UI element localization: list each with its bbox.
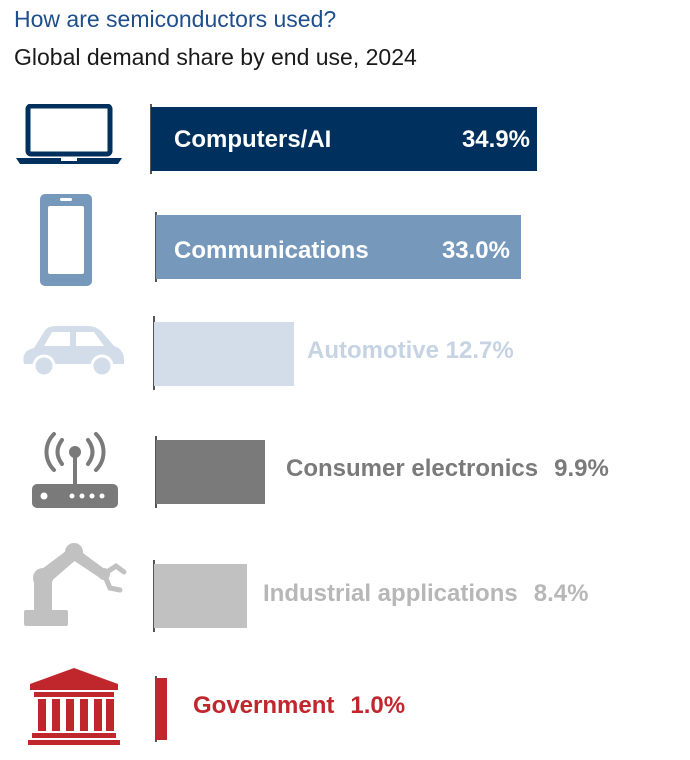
chart-subtitle: Global demand share by end use, 2024 (14, 44, 417, 70)
bar-consumer-electronics (156, 440, 265, 504)
bar-label-automotive: Automotive 12.7% (307, 337, 514, 364)
government-building-icon (28, 668, 120, 745)
chart-title: How are semiconductors used? (14, 6, 337, 32)
bar-row-consumer-electronics: Consumer electronics 9.9% (0, 424, 690, 514)
car-icon (23, 326, 124, 378)
bar-row-automotive: Automotive 12.7% (0, 316, 690, 390)
bar-government (156, 678, 167, 740)
bar-label-communications: Communications (174, 237, 369, 264)
bar-row-industrial-applications: Industrial applications 8.4% (0, 542, 690, 638)
category-label: Computers/AI (174, 126, 332, 153)
bar-row-communications: Communications 33.0% (0, 194, 690, 286)
bar-label-consumer-electronics: Consumer electronics 9.9% (286, 455, 609, 482)
bar-automotive (154, 322, 294, 386)
value-label-computers-ai: 34.9% (461, 126, 530, 153)
robot-arm-icon (24, 543, 127, 626)
bar-industrial-applications (154, 564, 247, 628)
laptop-icon (16, 104, 122, 164)
bar-label-industrial-applications: Industrial applications 8.4% (263, 580, 589, 607)
bar-label-computers-ai: Computers/AI (174, 128, 331, 152)
smartphone-icon (40, 194, 92, 286)
router-icon (32, 432, 118, 508)
bar-label-government: Government 1.0% (193, 692, 406, 719)
bar-communications (156, 215, 521, 279)
value-label-communications: 33.0% (441, 237, 510, 264)
bar-row-government: Government 1.0% (0, 664, 690, 746)
bar-row-computers-ai: Computers/AI 34.9% (0, 104, 690, 174)
bar-computers-ai (151, 107, 537, 171)
